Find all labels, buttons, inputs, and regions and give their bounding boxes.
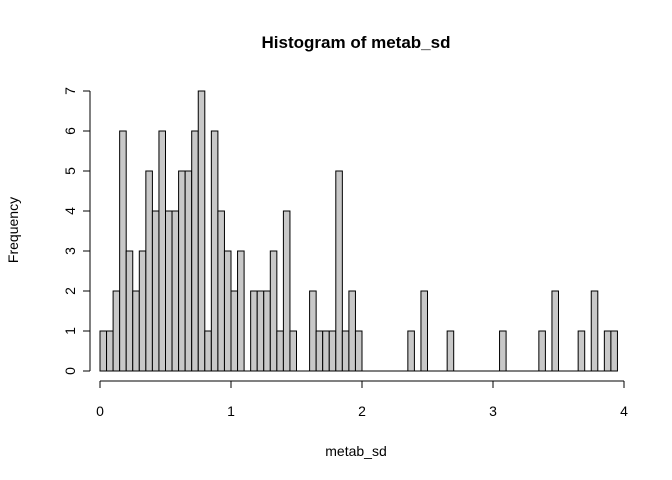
histogram-bar	[204, 330, 212, 372]
x-axis-label: metab_sd	[325, 443, 386, 459]
histogram-bar	[309, 290, 317, 372]
histogram-bar	[145, 170, 153, 372]
histogram-bar	[407, 330, 415, 372]
histogram-bar	[112, 290, 121, 372]
histogram-bar	[289, 330, 298, 372]
histogram-bar	[420, 290, 429, 372]
x-tick-label: 0	[96, 403, 104, 419]
histogram-bar	[322, 330, 330, 372]
y-tick-label: 0	[62, 367, 78, 375]
histogram-bar	[171, 210, 180, 372]
histogram-bar	[551, 290, 560, 372]
histogram-bar	[341, 330, 350, 372]
histogram-bar	[106, 330, 114, 372]
histogram-bar	[315, 330, 324, 372]
x-tick-label: 3	[489, 403, 497, 419]
y-tick-label: 2	[62, 287, 78, 295]
histogram-bar	[577, 330, 586, 372]
histogram-bar	[237, 250, 245, 372]
histogram-bar	[603, 330, 612, 372]
y-tick-label: 1	[62, 327, 78, 335]
histogram-bar	[348, 290, 356, 372]
y-axis: 0 1 2 3 4 5 6 7	[62, 87, 91, 375]
histogram-bar	[125, 250, 134, 372]
bars-group	[99, 90, 618, 372]
histogram-bar	[191, 130, 199, 372]
histogram-bar	[499, 330, 507, 372]
histogram-bar	[328, 330, 337, 372]
y-tick-label: 4	[62, 207, 78, 215]
histogram-bar	[158, 130, 166, 372]
x-axis: 0 1 2 3 4	[96, 380, 628, 419]
histogram-bar	[165, 210, 173, 372]
histogram-bar	[610, 330, 618, 372]
histogram-bar	[354, 330, 363, 372]
histogram-bar	[178, 170, 186, 372]
histogram-bar	[269, 250, 278, 372]
histogram-bar	[217, 210, 225, 372]
chart-title: Histogram of metab_sd	[262, 33, 451, 52]
histogram-bar	[276, 330, 284, 372]
y-axis-label: Frequency	[5, 197, 21, 263]
histogram-bar	[538, 330, 546, 372]
histogram-bar	[119, 130, 127, 372]
histogram-bar	[263, 290, 271, 372]
x-tick-label: 2	[358, 403, 366, 419]
x-tick-label: 4	[620, 403, 628, 419]
histogram-bar	[256, 290, 265, 372]
y-tick-label: 7	[62, 87, 78, 95]
histogram-bar	[197, 90, 206, 372]
histogram-bar	[223, 250, 232, 372]
x-tick-label: 1	[227, 403, 235, 419]
histogram-bar	[250, 290, 258, 372]
histogram-bar	[184, 170, 193, 372]
histogram-bar	[446, 330, 455, 372]
y-tick-label: 5	[62, 167, 78, 175]
histogram-bar	[132, 290, 140, 372]
histogram-bar	[99, 330, 108, 372]
histogram-bar	[282, 210, 291, 372]
y-tick-label: 3	[62, 247, 78, 255]
y-tick-label: 6	[62, 127, 78, 135]
histogram-bar	[230, 290, 239, 372]
histogram-bar	[590, 290, 599, 372]
histogram-bar	[138, 250, 147, 372]
histogram-bar	[151, 210, 160, 372]
histogram-bar	[335, 170, 343, 372]
histogram-bar	[210, 130, 219, 372]
